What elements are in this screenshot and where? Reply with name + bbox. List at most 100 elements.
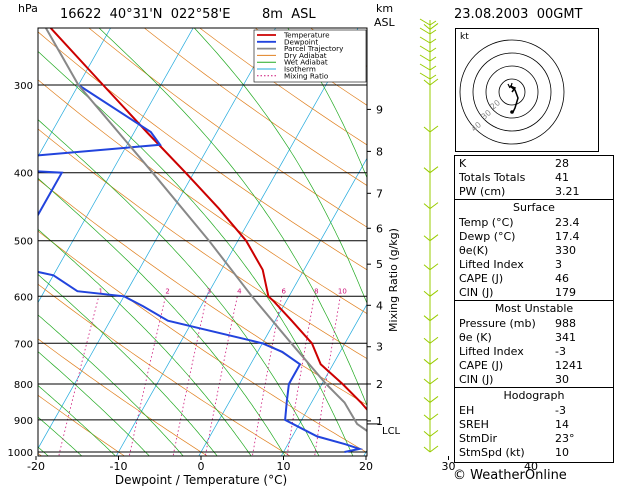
legend-entry: Dewpoint [284, 37, 318, 46]
wind-barb [419, 27, 437, 35]
km-tick-label: 6 [376, 222, 383, 235]
legend-entry: Mixing Ratio [284, 71, 328, 80]
wind-barb [423, 289, 439, 297]
sounding-datetime: 23.08.2003 00GMT [454, 7, 583, 22]
dry-adiabat-line [38, 79, 367, 315]
wind-barb [419, 18, 437, 26]
pressure-tick-label: 700 [14, 339, 33, 350]
wet-adiabat-line [193, 28, 367, 305]
index-row: K 28 [459, 157, 569, 170]
wet-adiabat-line [98, 28, 367, 407]
wind-barbs [419, 18, 439, 453]
asl-label: ASL [374, 16, 395, 29]
legend-entry: Parcel Trajectory [284, 44, 344, 53]
isotherm-line [0, 0, 49, 467]
mixing-ratio-label: 1 [99, 287, 103, 295]
x-tick-label: 10 [277, 460, 291, 473]
km-tick-label: 5 [376, 258, 383, 271]
x-tick-label: -20 [27, 460, 45, 473]
x-tick-label: 20 [359, 460, 373, 473]
index-row: StmSpd (kt) 10 [459, 446, 569, 459]
index-row: Lifted Index -3 [459, 345, 566, 358]
pressure-tick-label: 1000 [8, 448, 33, 459]
most-unstable-indices: Pressure (mb) 988 θe (K) 341 Lifted Index -… [455, 317, 613, 387]
km-tick-label: 8 [376, 145, 383, 158]
dry-adiabat-line [38, 283, 291, 456]
hodograph-section-title: Hodograph [455, 387, 613, 404]
pressure-tick-label: 300 [14, 81, 33, 92]
legend-entry: Dry Adiabat [284, 51, 327, 60]
index-row: Temp (°C) 23.4 [459, 216, 580, 229]
station-elevation: 8m ASL [262, 7, 316, 22]
wind-barb [423, 263, 439, 271]
index-row: Pressure (mb) 988 [459, 317, 576, 330]
surface-section-title: Surface [455, 199, 613, 216]
km-tick-label: 4 [376, 299, 383, 312]
index-row: CIN (J) 179 [459, 286, 576, 299]
mixing-ratio-line [128, 296, 166, 456]
wet-adiabat-line [38, 416, 83, 456]
mixing-ratio-line [58, 296, 100, 456]
km-tick-label: 1 [376, 415, 383, 428]
wind-barb [423, 314, 439, 322]
wind-barb [423, 396, 439, 403]
km-tick-label: 2 [376, 378, 383, 391]
wind-barb [423, 445, 439, 453]
parcel-trajectory-line [44, 28, 367, 433]
index-row: Dewp (°C) 17.4 [459, 230, 580, 243]
km-tick-label: 3 [376, 341, 383, 354]
dry-adiabat-line [38, 128, 367, 360]
mixing-ratio-line [314, 296, 341, 456]
weatheronline-credit: © WeatherOnline [453, 468, 567, 483]
wind-barb [423, 166, 439, 174]
wind-barb [423, 234, 439, 242]
x-tick-label: 40 [524, 460, 538, 473]
wet-adiabat-line [38, 119, 320, 456]
wind-barb [419, 36, 437, 44]
lcl-label: LCL [382, 426, 401, 437]
index-row: EH -3 [459, 404, 566, 417]
wet-adiabat-line [38, 274, 218, 456]
surface-indices: Temp (°C) 23.4 Dewp (°C) 17.4 θe(K) 330 Lif… [455, 216, 613, 300]
index-row: Totals Totals 41 [459, 171, 569, 184]
mixing-ratio-line [434, 296, 453, 467]
hodograph-unit: kt [460, 32, 469, 42]
hodograph-trace [509, 85, 519, 113]
unit-label-hpa: hPa [18, 2, 38, 15]
legend-frame [253, 29, 367, 83]
dry-adiabat-line [38, 178, 367, 406]
mixing-ratio-line [286, 296, 315, 456]
stability-indices-table: K 28 Totals Totals 41 PW (cm) 3.21 Surface … [454, 155, 614, 463]
x-axis-label: Dewpoint / Temperature (°C) [115, 473, 287, 486]
index-row: CAPE (J) 1241 [459, 359, 583, 372]
wet-adiabat-line [287, 28, 367, 179]
index-row: θe(K) 330 [459, 244, 576, 257]
wet-adiabat-line [38, 351, 150, 456]
pressure-tick-label: 800 [14, 380, 33, 391]
legend-entry: Wet Adiabat [284, 58, 328, 67]
mixing-ratio-label: 10 [338, 287, 347, 295]
wet-adiabat-line [38, 228, 252, 456]
pressure-tick-label: 900 [14, 416, 33, 427]
wind-barb [423, 78, 439, 86]
legend-entry: Isotherm [284, 65, 316, 74]
mixing-ratio-line [252, 296, 283, 456]
dry-adiabat-line [88, 28, 367, 228]
general-indices: K 28 Totals Totals 41 PW (cm) 3.21 [455, 156, 613, 199]
wind-barb [423, 413, 439, 421]
most-unstable-section-title: Most Unstable [455, 300, 613, 317]
index-row: CIN (J) 30 [459, 373, 569, 386]
wind-barb [423, 357, 439, 365]
dewpoint-line [38, 84, 364, 453]
x-tick-label: 30 [442, 460, 456, 473]
x-tick-label: -10 [110, 460, 128, 473]
temperature-line [49, 28, 367, 412]
pressure-tick-label: 400 [14, 169, 33, 180]
km-label: km [376, 2, 394, 15]
pressure-tick-label: 500 [14, 237, 33, 248]
wind-barb [419, 45, 437, 53]
pressure-tick-label: 600 [14, 292, 33, 303]
mixing-ratio-label: 2 [165, 287, 169, 295]
